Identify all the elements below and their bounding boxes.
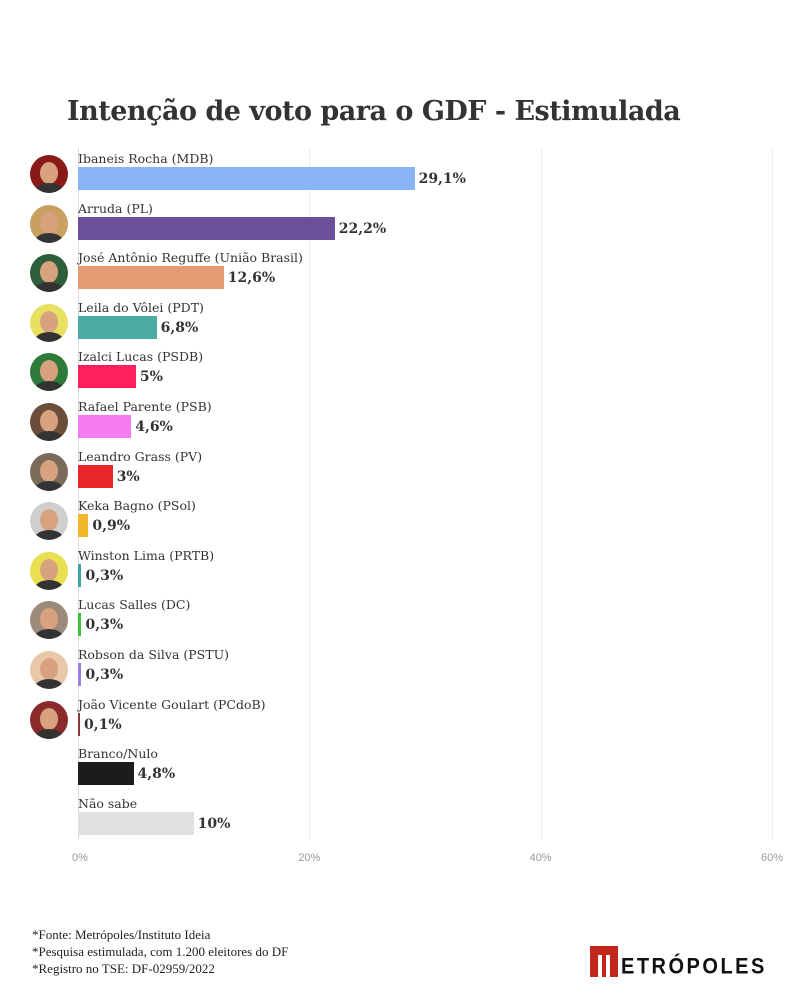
candidate-photo [30,403,68,441]
value-label: 6,8% [160,319,199,336]
bar [78,167,415,190]
bar [78,315,157,339]
bar [78,613,82,637]
bar [78,712,80,736]
gridline [309,148,311,840]
x-tick-label: 0% [72,852,88,864]
bar [78,365,136,389]
logo-m-mark [590,946,618,977]
bar [78,762,134,786]
category-label: Keka Bagno (PSol) [78,498,196,514]
bar [78,514,89,538]
candidate-photo [30,254,68,293]
bar-row: José Antônio Reguffe (União Brasil) 12,6% [0,250,800,299]
category-label: Leandro Grass (PV) [78,448,203,464]
bar-row: Robson da Silva (PSTU) 0,3% [0,647,800,696]
bar [78,811,194,835]
candidate-photo [30,303,68,342]
candidate-photo [30,651,68,689]
bar-row: Não sabe 10% [0,796,800,845]
category-label: Não sabe [78,795,138,811]
footer-source: *Fonte: Metrópoles/Instituto Ideia [32,927,211,942]
bar-chart: 0% 20% 40% 60% Ibaneis Rocha (MDB) 29,1% Arrud… [0,148,800,864]
category-label: Rafael Parente (PSB) [78,399,212,414]
x-tick-label: 20% [298,852,321,864]
value-label: 0,3% [85,617,124,634]
category-label: Branco/Nulo [78,746,158,762]
value-label: 0,9% [92,518,131,535]
bar-row: João Vicente Goulart (PCdoB) 0,1% [0,697,800,746]
bar-row: Branco/Nulo 4,8% [0,746,800,795]
footer-notes: *Fonte: Metrópoles/Instituto Ideia *Pesq… [32,926,288,977]
category-label: Izalci Lucas (PSDB) [78,349,204,365]
bar [78,415,132,438]
value-label: 12,6% [227,270,276,287]
bar [78,464,113,488]
value-label: 10% [197,815,231,832]
x-tick-label: 40% [529,852,552,864]
category-label: Arruda (PL) [78,200,153,216]
candidate-photo [30,601,68,640]
gridline [540,148,542,840]
bar-row: Rafael Parente (PSB) 4,6% [0,399,800,448]
bar [78,216,335,240]
bar-row: Lucas Salles (DC) 0,3% [0,597,800,646]
y-axis-line [78,148,79,840]
value-label: 0,3% [85,667,124,683]
value-label: 3% [116,468,140,485]
bar-row: Izalci Lucas (PSDB) 5% [0,349,800,398]
value-label: 4,8% [137,766,176,783]
value-label: 29,1% [418,171,466,187]
category-label: Ibaneis Rocha (MDB) [78,151,214,166]
candidate-photo [30,204,68,243]
category-label: Lucas Salles (DC) [78,597,191,613]
logo-text: ETRÓPOLES [621,954,767,980]
category-label: Robson da Silva (PSTU) [78,647,229,662]
value-label: 0,1% [84,716,122,733]
gridline [772,148,773,840]
bar-row: Keka Bagno (PSol) 0,9% [0,498,800,547]
value-label: 5% [139,369,163,386]
bar-row: Leila do Vôlei (PDT) 6,8% [0,300,800,349]
candidate-photo [30,700,68,739]
bar-row: Winston Lima (PRTB) 0,3% [0,548,800,597]
candidate-photo [30,551,68,590]
candidate-photo [30,452,68,491]
bar-row: Leandro Grass (PV) 3% [0,449,800,498]
category-label: José Antônio Reguffe (União Brasil) [78,250,303,266]
bar [78,266,224,290]
value-label: 4,6% [135,419,173,435]
bar-row: Arruda (PL) 22,2% [0,201,800,250]
candidate-photo [30,353,68,392]
chart-title: Intenção de voto para o GDF - Estimulada [67,96,681,127]
bar [78,563,82,587]
category-label: João Vicente Goulart (PCdoB) [78,696,266,712]
category-label: Winston Lima (PRTB) [78,547,215,563]
x-tick-label: 60% [760,852,784,864]
value-label: 0,3% [85,567,124,584]
bar [78,663,82,686]
footer-registry: *Registro no TSE: DF-02959/2022 [32,961,215,976]
category-label: Leila do Vôlei (PDT) [78,299,204,315]
candidate-photo [30,502,68,541]
metropoles-logo: ETRÓPOLES [590,945,767,980]
value-label: 22,2% [338,220,387,237]
footer-sample: *Pesquisa estimulada, com 1.200 eleitore… [32,944,289,959]
candidate-photo [30,155,68,193]
bar-row: Ibaneis Rocha (MDB) 29,1% [0,151,800,200]
